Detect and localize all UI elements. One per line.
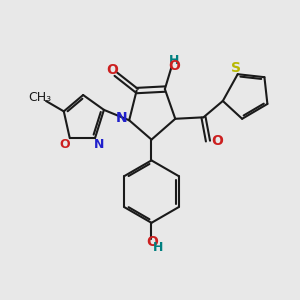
Text: N: N [116,111,128,125]
Text: N: N [94,138,105,151]
Text: H: H [169,54,180,67]
Text: O: O [146,235,158,248]
Text: O: O [168,59,180,73]
Text: S: S [231,61,241,75]
Text: O: O [106,63,118,77]
Text: O: O [211,134,223,148]
Text: CH₃: CH₃ [28,91,51,104]
Text: O: O [59,138,70,151]
Text: H: H [153,241,163,254]
